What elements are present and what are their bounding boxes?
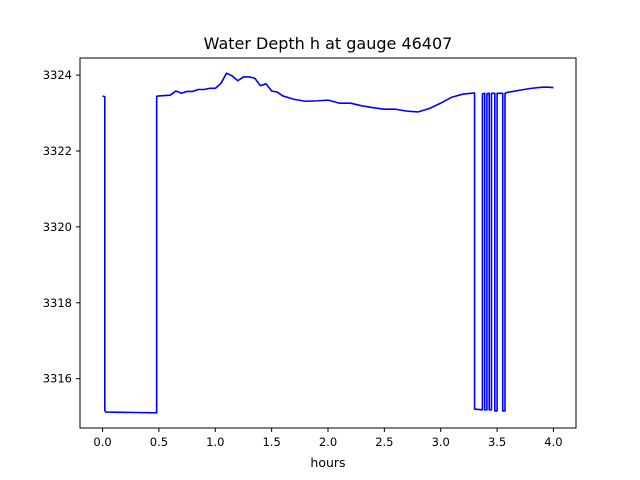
x-tick-label: 0.5 bbox=[150, 435, 168, 449]
y-tick-label: 3320 bbox=[43, 220, 72, 234]
y-tick-label: 3322 bbox=[43, 144, 72, 158]
x-axis-label: hours bbox=[310, 455, 345, 470]
x-tick-label: 0.0 bbox=[93, 435, 111, 449]
y-tick-label: 3316 bbox=[43, 372, 72, 386]
y-axis: 3316 3318 3320 3322 3324 bbox=[43, 68, 80, 386]
y-tick-label: 3324 bbox=[43, 68, 72, 82]
x-axis: 0.0 0.5 1.0 1.5 2.0 2.5 3.0 3.5 4.0 bbox=[93, 428, 563, 449]
axes-frame bbox=[79, 57, 577, 429]
y-tick-label: 3318 bbox=[43, 296, 72, 310]
x-tick-label: 1.5 bbox=[262, 435, 280, 449]
x-tick-label: 2.0 bbox=[319, 435, 337, 449]
x-tick-label: 4.0 bbox=[544, 435, 562, 449]
x-tick-label: 2.5 bbox=[375, 435, 393, 449]
chart-title: Water Depth h at gauge 46407 bbox=[204, 34, 453, 53]
series-line-water-depth bbox=[102, 72, 554, 414]
plot-area bbox=[102, 72, 554, 414]
x-tick-label: 1.0 bbox=[206, 435, 224, 449]
x-tick-label: 3.0 bbox=[432, 435, 450, 449]
x-tick-label: 3.5 bbox=[488, 435, 506, 449]
